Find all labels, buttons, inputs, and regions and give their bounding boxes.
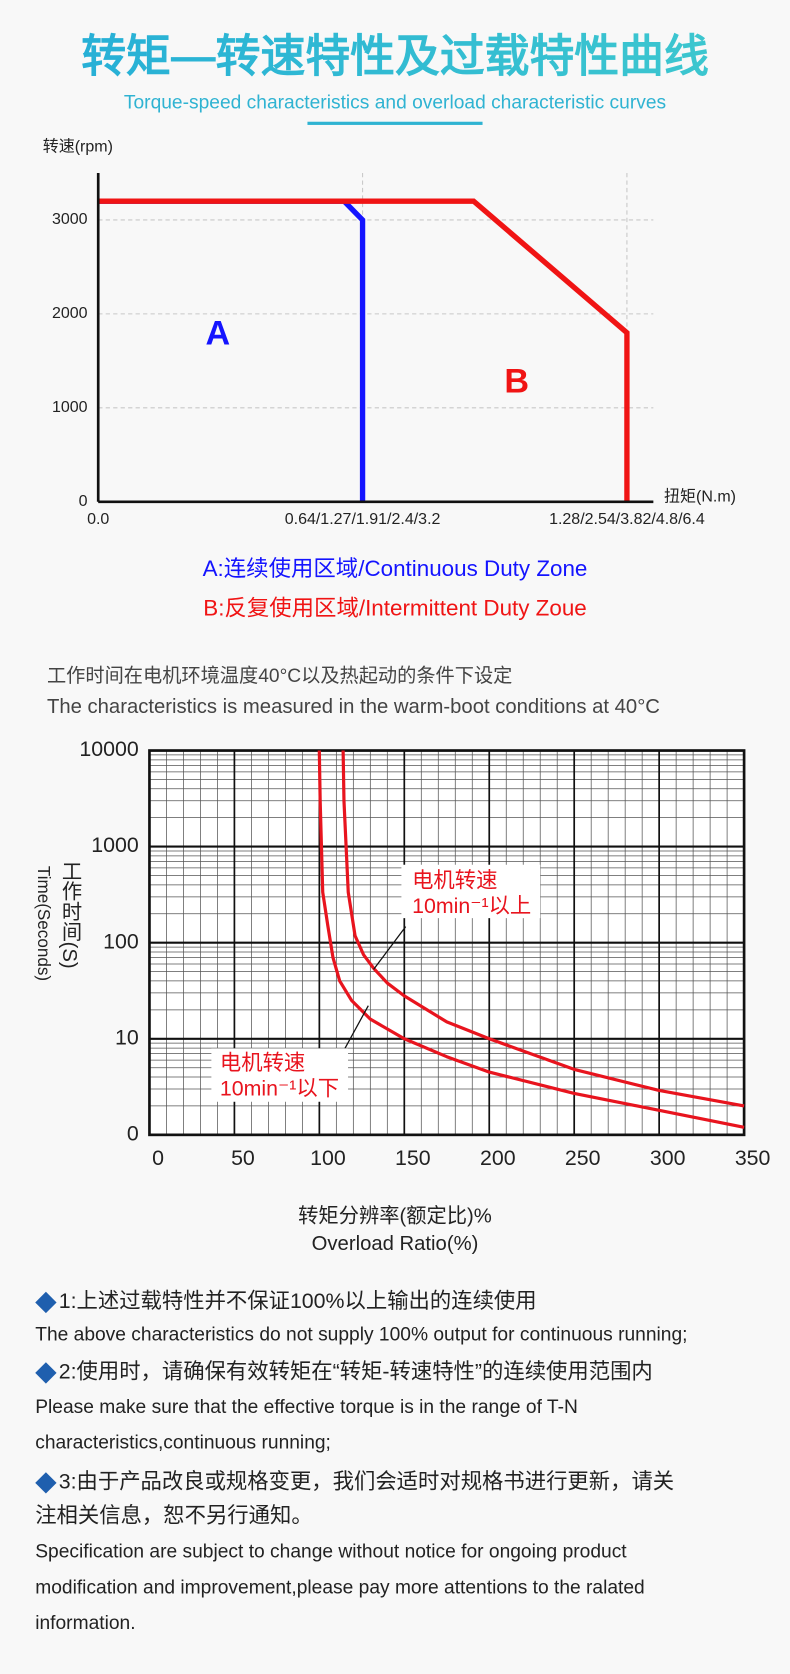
page-title: 转矩—转速特性及过载特性曲线 (81, 31, 709, 82)
zone-label: B (504, 362, 529, 400)
notes: 1:上述过载特性并不保证100%以上输出的连续使用 The above chara… (35, 1289, 687, 1634)
x-tick-label: 0.64/1.27/1.91/2.4/3.2 (285, 511, 441, 528)
x-tick-label: 0 (152, 1146, 164, 1170)
y-axis-label-en: Time(Seconds) (34, 866, 53, 981)
note-text-en: Specification are subject to change with… (35, 1541, 627, 1562)
zone-label: A (205, 314, 230, 352)
callout-text: 10min⁻¹以上 (412, 894, 531, 918)
note-text-zh: 注相关信息，恕不另行通知。 (35, 1504, 312, 1528)
x-tick-label: 0.0 (87, 511, 109, 528)
x-tick-label: 200 (480, 1146, 516, 1170)
callout-text: 10min⁻¹以下 (220, 1077, 339, 1101)
callout-leader (373, 926, 407, 970)
note-bullet (35, 1291, 57, 1314)
note-text-zh: 1:上述过载特性并不保证100%以上输出的连续使用 (59, 1289, 537, 1313)
legend-entry: A:连续使用区域/Continuous Duty Zone (203, 556, 588, 581)
note-text-zh: 2:使用时，请确保有效转矩在“转矩-转速特性”的连续使用范围内 (59, 1360, 653, 1384)
x-tick-label: 250 (565, 1146, 601, 1170)
callout-text: 电机转速 (412, 868, 497, 892)
callout-text: 电机转速 (220, 1051, 305, 1075)
y-tick-label: 3000 (52, 211, 88, 228)
y-axis-label: 转速(rpm) (43, 138, 113, 156)
y-tick-label: 0 (127, 1121, 139, 1145)
x-tick-label: 100 (310, 1146, 346, 1170)
x-tick-label: 50 (231, 1146, 255, 1170)
note-text-en: modification and improvement,please pay … (35, 1578, 645, 1599)
callout-box (211, 1048, 349, 1102)
x-axis-label-zh: 转矩分辨率(额定比)% (298, 1204, 492, 1227)
y-tick-label: 1000 (52, 399, 88, 416)
y-tick-label: 1000 (91, 833, 139, 857)
x-tick-label: 350 (735, 1146, 771, 1170)
note-text-zh: 3:由于产品改良或规格变更，我们会适时对规格书进行更新，请关 (59, 1470, 674, 1494)
y-tick-label: 10000 (79, 737, 138, 761)
y-tick-label: 2000 (52, 305, 88, 322)
series-line (98, 198, 366, 502)
series-line (98, 198, 630, 502)
x-axis-label-en: Overload Ratio(%) (312, 1233, 479, 1255)
x-axis-label: 扭矩(N.m) (664, 488, 736, 506)
plot-frame (148, 749, 746, 1137)
condition-en: The characteristics is measured in the w… (47, 696, 660, 718)
y-tick-label: 100 (103, 929, 139, 953)
callout-box (401, 864, 541, 919)
callout-leader (343, 1005, 369, 1051)
x-tick-label: 150 (395, 1146, 431, 1170)
y-axis-label-zh: 工作时间(S) (58, 860, 82, 968)
y-tick-label: 10 (115, 1025, 139, 1049)
overload-curve (341, 750, 745, 1108)
condition-zh: 工作时间在电机环境温度40°C以及热起动的条件下设定 (47, 665, 512, 687)
legend-entry: B:反复使用区域/Intermittent Duty Zoue (203, 596, 586, 621)
note-bullet (35, 1472, 57, 1494)
note-bullet (35, 1362, 57, 1384)
note-text-en: Please make sure that the effective torq… (35, 1397, 578, 1418)
note-text-en: The above characteristics do not supply … (35, 1325, 687, 1346)
x-tick-label: 1.28/2.54/3.82/4.8/6.4 (549, 511, 705, 528)
page-subtitle: Torque-speed characteristics and overloa… (124, 93, 666, 114)
note-text-en: characteristics,continuous running; (35, 1432, 331, 1453)
torque-speed-chart: 转速(rpm) 扭矩(N.m) 0 1000 2000 3000 0.0 0.64/1.27/… (43, 138, 736, 621)
x-tick-label: 300 (650, 1146, 686, 1170)
overload-chart: 工作时间在电机环境温度40°C以及热起动的条件下设定 The characteri… (34, 665, 770, 1255)
note-text-en: information. (35, 1613, 135, 1634)
y-tick-label: 0 (79, 493, 88, 510)
overload-curve (317, 750, 745, 1129)
title-underline (307, 121, 483, 125)
